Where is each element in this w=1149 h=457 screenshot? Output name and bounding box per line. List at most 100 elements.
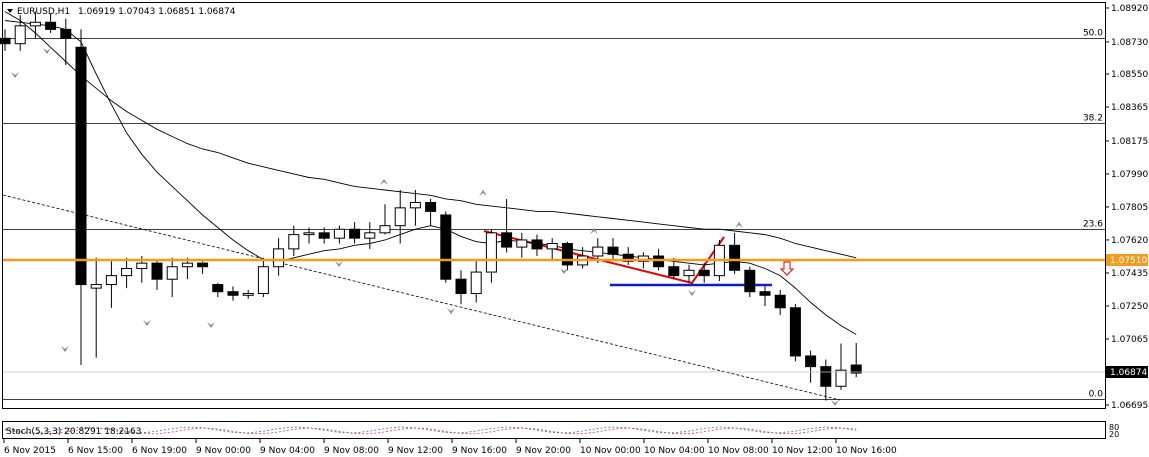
candle-body [151,262,163,280]
stochastic-lines [4,426,857,435]
candle-body [364,232,376,239]
candle-body [683,269,695,277]
candle-body [698,269,710,277]
candle-body [744,269,756,293]
fractal-down-icon [143,320,151,326]
indicator-level-20: 20 [1109,430,1119,439]
time-tick-label: 9 Nov 00:00 [196,446,251,456]
candle-body [729,244,741,271]
fib-level-label: 23.6 [1083,220,1103,230]
fib-level-label: 50.0 [1083,29,1103,39]
candle-body [546,243,558,250]
fib-level-label: 38.2 [1083,114,1103,124]
candle-body [273,248,285,268]
ohlc-values: 1.06919 1.07043 1.06851 1.06874 [78,7,236,17]
time-tick-label: 10 Nov 16:00 [836,446,897,456]
fractal-up-icon [735,222,743,228]
chart-title: EURUSD,H1 [17,7,70,17]
price-tick-label: 1.06695 [1111,401,1148,411]
time-axis: 6 Nov 2015 6 Nov 15:00 6 Nov 19:00 9 Nov 00… [3,439,897,456]
candle-body [166,266,178,280]
main-plot-frame [2,2,1106,409]
candle-body [303,232,315,236]
fractal-down-icon [207,322,215,328]
candles [0,11,862,401]
fractal-down-icon [560,268,568,274]
current-price-label: 1.06874 [1110,368,1147,378]
fractal-down-icon [43,48,51,54]
candle-body [850,364,862,374]
price-tick-label: 1.08550 [1111,70,1148,80]
price-tick-label: 1.07805 [1111,203,1148,213]
time-tick-label: 9 Nov 16:00 [452,446,507,456]
horizontal-line-price-label: 1.07510 [1110,256,1147,266]
candle-body [14,25,26,45]
candle-body [653,255,665,268]
price-tick-label: 1.07250 [1111,302,1148,312]
fractal-down-icon [447,308,455,314]
candle-body [318,232,330,239]
candle-body [0,37,11,45]
fractal-down-icon [688,290,696,296]
candle-body [29,21,41,27]
time-tick-label: 10 Nov 04:00 [644,446,705,456]
fractal-markers [11,48,839,406]
candle-body [774,294,786,309]
candle-body [288,234,300,250]
stoch-signal-line [4,427,857,435]
indicator-label: Stoch(5,3,3) 20.8291 18.2163 [6,427,141,437]
candle-body [349,228,361,239]
time-tick-label: 10 Nov 00:00 [580,446,641,456]
price-tick-label: 1.08730 [1111,38,1148,48]
time-tick-label: 9 Nov 20:00 [516,446,571,456]
candle-body [257,266,269,294]
price-tick-label: 1.07065 [1111,335,1148,345]
candle-body [531,239,543,250]
price-tick-label: 1.07990 [1111,170,1148,180]
fractal-up-icon [479,190,487,196]
candle-body [820,366,832,387]
fractal-up-icon [380,179,388,185]
price-tick-label: 1.07435 [1111,269,1148,279]
candle-body [637,255,649,262]
fractal-down-icon [61,346,69,352]
candle-body [668,266,680,277]
time-tick-label: 10 Nov 08:00 [708,446,769,456]
candle-body [805,355,817,368]
time-tick-label: 10 Nov 12:00 [772,446,833,456]
fractal-up-icon [590,228,598,234]
current-price-tag [1106,366,1148,378]
candle-body [394,207,406,227]
sell-arrow-icon [779,261,795,276]
candle-body [197,262,209,268]
indicator-level-80: 80 [1109,423,1119,432]
candle-body [212,284,224,293]
chevron-down-icon[interactable] [7,9,13,13]
candle-body [607,246,619,255]
price-tick-label: 1.08175 [1111,137,1148,147]
horizontal-line-price-tag [1106,254,1148,266]
time-tick-label: 6 Nov 19:00 [132,446,187,456]
candle-body [622,253,634,262]
indicator-plot-frame [2,421,1106,439]
fib-level-label: 0.0 [1089,390,1104,400]
candle-body [90,284,102,289]
fractal-down-icon [11,72,19,78]
time-tick-label: 9 Nov 08:00 [324,446,379,456]
candle-body [45,21,57,30]
candle-body [592,246,604,257]
candle-body [136,262,148,270]
candle-body [60,28,72,39]
candle-body [789,307,801,357]
stoch-main-line [4,426,857,434]
time-tick-label: 6 Nov 2015 [4,446,56,456]
candle-body [181,262,193,268]
candle-body [501,232,513,248]
fractal-down-icon [831,400,839,406]
candle-body [485,232,497,273]
time-tick-label: 9 Nov 04:00 [260,446,315,456]
fractal-down-icon [335,261,343,267]
candle-body [105,275,117,286]
candle-body [835,369,847,387]
